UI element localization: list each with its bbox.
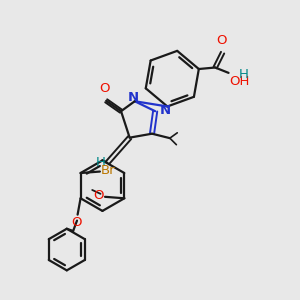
Text: O: O [216, 34, 226, 47]
Text: O: O [100, 82, 110, 95]
Text: N: N [128, 91, 139, 104]
Text: O: O [94, 189, 104, 203]
Text: H: H [96, 156, 106, 169]
Text: H: H [238, 68, 248, 81]
Text: OH: OH [230, 75, 250, 88]
Text: Br: Br [101, 164, 116, 177]
Text: N: N [159, 104, 170, 117]
Text: O: O [72, 216, 82, 229]
